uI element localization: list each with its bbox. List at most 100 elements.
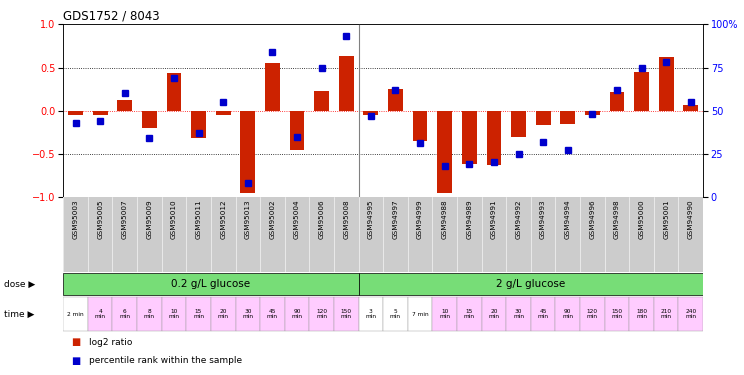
Text: 90
min: 90 min	[292, 309, 303, 320]
Bar	[63, 273, 359, 295]
Bar	[310, 297, 334, 331]
Bar	[118, 100, 132, 111]
Text: GSM95003: GSM95003	[73, 199, 79, 239]
Text: GSM94999: GSM94999	[417, 199, 423, 239]
Text: ■: ■	[71, 337, 80, 347]
Text: GSM95012: GSM95012	[220, 199, 226, 239]
Bar	[339, 56, 353, 111]
Text: 10
min: 10 min	[168, 309, 179, 320]
Text: GSM95005: GSM95005	[97, 199, 103, 239]
Bar	[684, 105, 698, 111]
Text: 3
min: 3 min	[365, 309, 376, 320]
Text: 15
min: 15 min	[464, 309, 475, 320]
Bar	[462, 111, 477, 164]
Text: GSM94988: GSM94988	[442, 199, 448, 239]
Text: 5
min: 5 min	[390, 309, 401, 320]
Bar	[580, 297, 605, 331]
Text: 20
min: 20 min	[218, 309, 228, 320]
Bar	[658, 57, 673, 111]
Bar	[285, 297, 310, 331]
Bar	[585, 111, 600, 115]
Text: dose ▶: dose ▶	[4, 280, 35, 289]
Text: 0.2 g/L glucose: 0.2 g/L glucose	[171, 279, 251, 289]
Text: 45
min: 45 min	[267, 309, 278, 320]
Bar	[63, 297, 88, 331]
Text: 10
min: 10 min	[439, 309, 450, 320]
Text: GSM95013: GSM95013	[245, 199, 251, 239]
Text: 150
min: 150 min	[341, 309, 352, 320]
Bar	[359, 273, 703, 295]
Text: GSM95004: GSM95004	[294, 199, 300, 239]
Text: GSM95001: GSM95001	[663, 199, 669, 239]
Text: GSM95000: GSM95000	[638, 199, 644, 239]
Text: 120
min: 120 min	[316, 309, 327, 320]
Text: 150
min: 150 min	[612, 309, 623, 320]
Bar	[314, 91, 329, 111]
Bar	[487, 111, 501, 165]
Bar	[408, 297, 432, 331]
Bar	[216, 111, 231, 115]
Text: percentile rank within the sample: percentile rank within the sample	[89, 356, 243, 365]
Text: 2 g/L glucose: 2 g/L glucose	[496, 279, 565, 289]
Bar	[289, 111, 304, 150]
Bar	[560, 111, 575, 124]
Bar	[383, 297, 408, 331]
Text: 210
min: 210 min	[661, 309, 672, 320]
Bar	[68, 111, 83, 115]
Text: 4
min: 4 min	[94, 309, 106, 320]
Text: GSM94996: GSM94996	[589, 199, 595, 239]
Bar	[511, 111, 526, 136]
Text: GSM95002: GSM95002	[269, 199, 275, 239]
Text: GSM94989: GSM94989	[466, 199, 472, 239]
Text: 7 min: 7 min	[411, 312, 429, 316]
Bar	[634, 72, 649, 111]
Bar	[334, 297, 359, 331]
Text: 6
min: 6 min	[119, 309, 130, 320]
Bar	[364, 111, 378, 115]
Text: GSM94992: GSM94992	[516, 199, 522, 239]
Bar	[186, 297, 211, 331]
Text: GSM95008: GSM95008	[343, 199, 349, 239]
Bar	[88, 297, 112, 331]
Bar	[457, 297, 481, 331]
Text: 20
min: 20 min	[488, 309, 499, 320]
Bar	[413, 111, 428, 141]
Bar	[556, 297, 580, 331]
Bar	[481, 297, 506, 331]
Bar	[629, 297, 654, 331]
Text: GSM95011: GSM95011	[196, 199, 202, 239]
Text: 120
min: 120 min	[587, 309, 598, 320]
Bar	[240, 111, 255, 193]
Text: GSM95007: GSM95007	[122, 199, 128, 239]
Text: GSM94995: GSM94995	[368, 199, 373, 239]
Bar	[161, 297, 186, 331]
Bar	[265, 63, 280, 111]
Text: GSM94990: GSM94990	[687, 199, 693, 239]
Text: GSM95009: GSM95009	[147, 199, 153, 239]
Text: GSM95006: GSM95006	[318, 199, 324, 239]
Bar	[93, 111, 108, 115]
Text: GSM94993: GSM94993	[540, 199, 546, 239]
Bar	[191, 111, 206, 138]
Bar	[260, 297, 285, 331]
Text: GSM95010: GSM95010	[171, 199, 177, 239]
Bar	[142, 111, 157, 128]
Text: 240
min: 240 min	[685, 309, 696, 320]
Bar	[359, 297, 383, 331]
Text: 45
min: 45 min	[538, 309, 548, 320]
Bar	[679, 297, 703, 331]
Text: GSM94994: GSM94994	[565, 199, 571, 239]
Text: GSM94998: GSM94998	[614, 199, 620, 239]
Bar	[211, 297, 236, 331]
Bar	[605, 297, 629, 331]
Bar	[654, 297, 679, 331]
Text: log2 ratio: log2 ratio	[89, 338, 132, 346]
Text: 180
min: 180 min	[636, 309, 647, 320]
Text: ■: ■	[71, 356, 80, 366]
Bar	[536, 111, 551, 125]
Bar	[609, 92, 624, 111]
Text: GDS1752 / 8043: GDS1752 / 8043	[63, 9, 160, 22]
Text: GSM94991: GSM94991	[491, 199, 497, 239]
Bar	[432, 297, 457, 331]
Bar	[437, 111, 452, 193]
